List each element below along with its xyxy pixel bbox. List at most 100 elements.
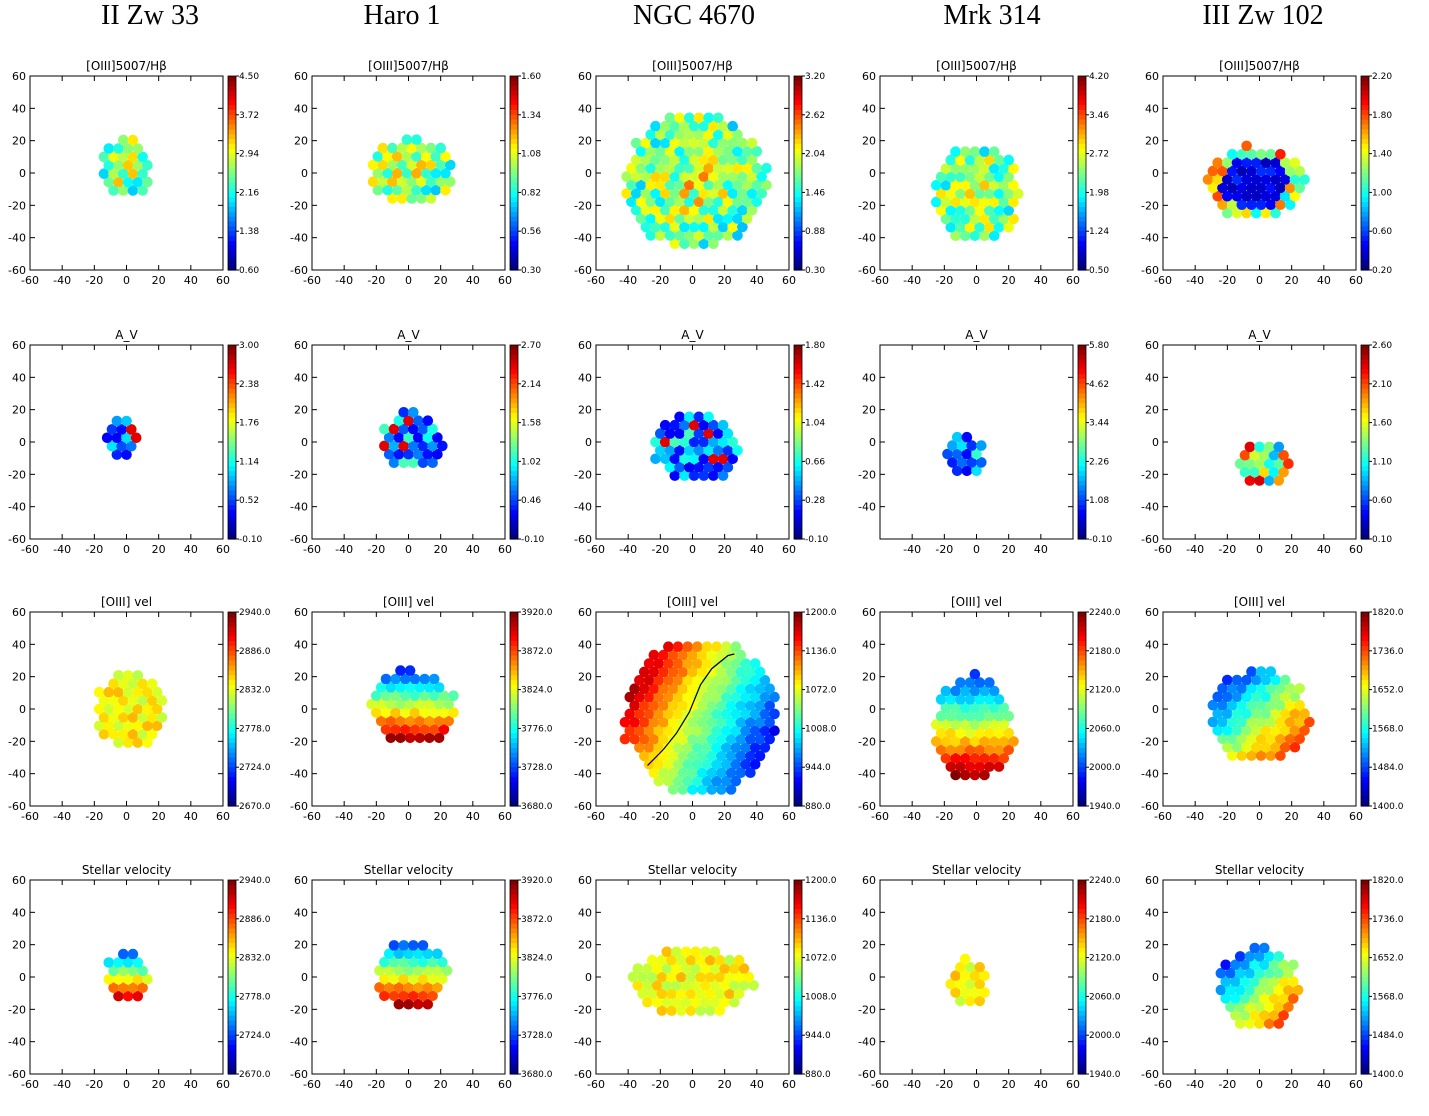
map-cell xyxy=(693,445,705,456)
map-cell xyxy=(146,678,158,690)
map-cell xyxy=(745,767,756,778)
map-cell xyxy=(142,737,153,748)
x-tick-label: 40 xyxy=(1034,1078,1048,1091)
map-cell xyxy=(698,188,710,199)
map-cell xyxy=(708,204,719,216)
panel-title: Stellar velocity xyxy=(648,863,737,877)
y-tick-label: -60 xyxy=(1141,800,1159,813)
map-cell xyxy=(1251,725,1262,736)
map-cell xyxy=(701,759,713,770)
map-cell xyxy=(1254,1018,1265,1029)
map-cell xyxy=(724,988,735,1000)
map-cell xyxy=(650,221,661,233)
x-tick-label: 40 xyxy=(184,274,198,287)
map-cell xyxy=(1226,149,1238,160)
map-cell xyxy=(955,727,966,739)
map-cell xyxy=(682,658,693,669)
map-cell xyxy=(1255,750,1267,761)
cell-group xyxy=(374,940,453,1010)
map-cell xyxy=(396,193,408,204)
colorbar-tick-label: 2000.0 xyxy=(1089,1031,1121,1041)
map-cell xyxy=(656,971,668,983)
colorbar xyxy=(509,879,519,1075)
map-cell xyxy=(1217,699,1228,711)
map-cell xyxy=(398,973,409,985)
map-cell xyxy=(664,445,676,456)
map-cell xyxy=(1212,191,1223,202)
map-cell xyxy=(98,728,110,740)
map-cell xyxy=(383,432,395,443)
map-cell xyxy=(624,708,636,720)
x-tick-label: 60 xyxy=(1066,810,1080,823)
map-cell xyxy=(1278,1009,1289,1021)
map-cell xyxy=(722,196,734,208)
map-cell xyxy=(118,982,129,993)
colorbar-tick-label: 3680.0 xyxy=(521,802,553,812)
y-tick-label: 40 xyxy=(578,102,592,115)
map-cell xyxy=(693,196,705,208)
map-cell xyxy=(629,683,640,694)
map-cell xyxy=(1278,450,1289,461)
map-cell xyxy=(122,686,134,698)
map-cell xyxy=(964,205,976,216)
map-cell xyxy=(682,675,693,686)
map-cell xyxy=(432,432,443,443)
x-tick-label: 20 xyxy=(152,1078,166,1091)
map-cell xyxy=(1265,199,1277,210)
map-cell xyxy=(711,775,722,787)
y-tick-label: 20 xyxy=(294,671,308,684)
x-tick-label: 40 xyxy=(184,1078,198,1091)
x-tick-label: 60 xyxy=(1066,1078,1080,1091)
map-cell xyxy=(635,196,647,208)
map-cell xyxy=(113,990,124,1002)
map-cell xyxy=(947,457,958,468)
map-cell xyxy=(663,775,674,787)
map-cell xyxy=(664,461,676,473)
colorbar-tick-label: 1.46 xyxy=(805,188,825,198)
map-cell xyxy=(106,424,118,435)
x-tick-label: 0 xyxy=(1256,810,1263,823)
map-cell xyxy=(976,457,987,468)
map-cell xyxy=(1265,750,1277,761)
map-cell xyxy=(756,188,767,199)
map-cell xyxy=(380,673,392,685)
map-cell xyxy=(630,204,642,216)
map-cell xyxy=(669,120,681,132)
map-cell xyxy=(395,665,406,676)
map-cell xyxy=(1207,716,1219,728)
x-tick-label: 20 xyxy=(1002,1078,1016,1091)
map-cell xyxy=(432,965,443,976)
map-cell xyxy=(416,159,427,171)
map-cell xyxy=(1249,1009,1260,1021)
map-cell xyxy=(412,415,424,426)
colorbar-tick-label: 0.88 xyxy=(805,227,825,237)
map-cell xyxy=(669,137,681,149)
map-cell xyxy=(121,449,132,460)
map-cell xyxy=(419,673,430,685)
map-cell xyxy=(935,744,947,756)
colorbar xyxy=(509,75,519,271)
map-cell xyxy=(411,184,422,196)
map-cell xyxy=(1246,733,1257,745)
map-cell xyxy=(1226,165,1238,177)
map-cell xyxy=(692,725,703,736)
map-cell xyxy=(438,690,450,702)
map-cell xyxy=(722,461,734,473)
map-cell xyxy=(664,112,676,124)
map-cell xyxy=(735,767,747,778)
x-tick-label: 0 xyxy=(689,274,696,287)
map-cell xyxy=(974,171,985,183)
map-cell xyxy=(113,670,124,681)
map-cell xyxy=(1202,174,1214,185)
colorbar xyxy=(227,75,237,271)
map-cell xyxy=(409,690,421,702)
map-cell xyxy=(1270,708,1281,719)
map-cell xyxy=(749,759,761,770)
map-cell xyxy=(745,683,756,694)
map-cell xyxy=(979,163,990,174)
colorbar-tick-label: 2.72 xyxy=(1089,150,1109,160)
map-cell xyxy=(118,134,129,146)
map-cell xyxy=(732,129,743,140)
map-cell xyxy=(746,137,758,149)
